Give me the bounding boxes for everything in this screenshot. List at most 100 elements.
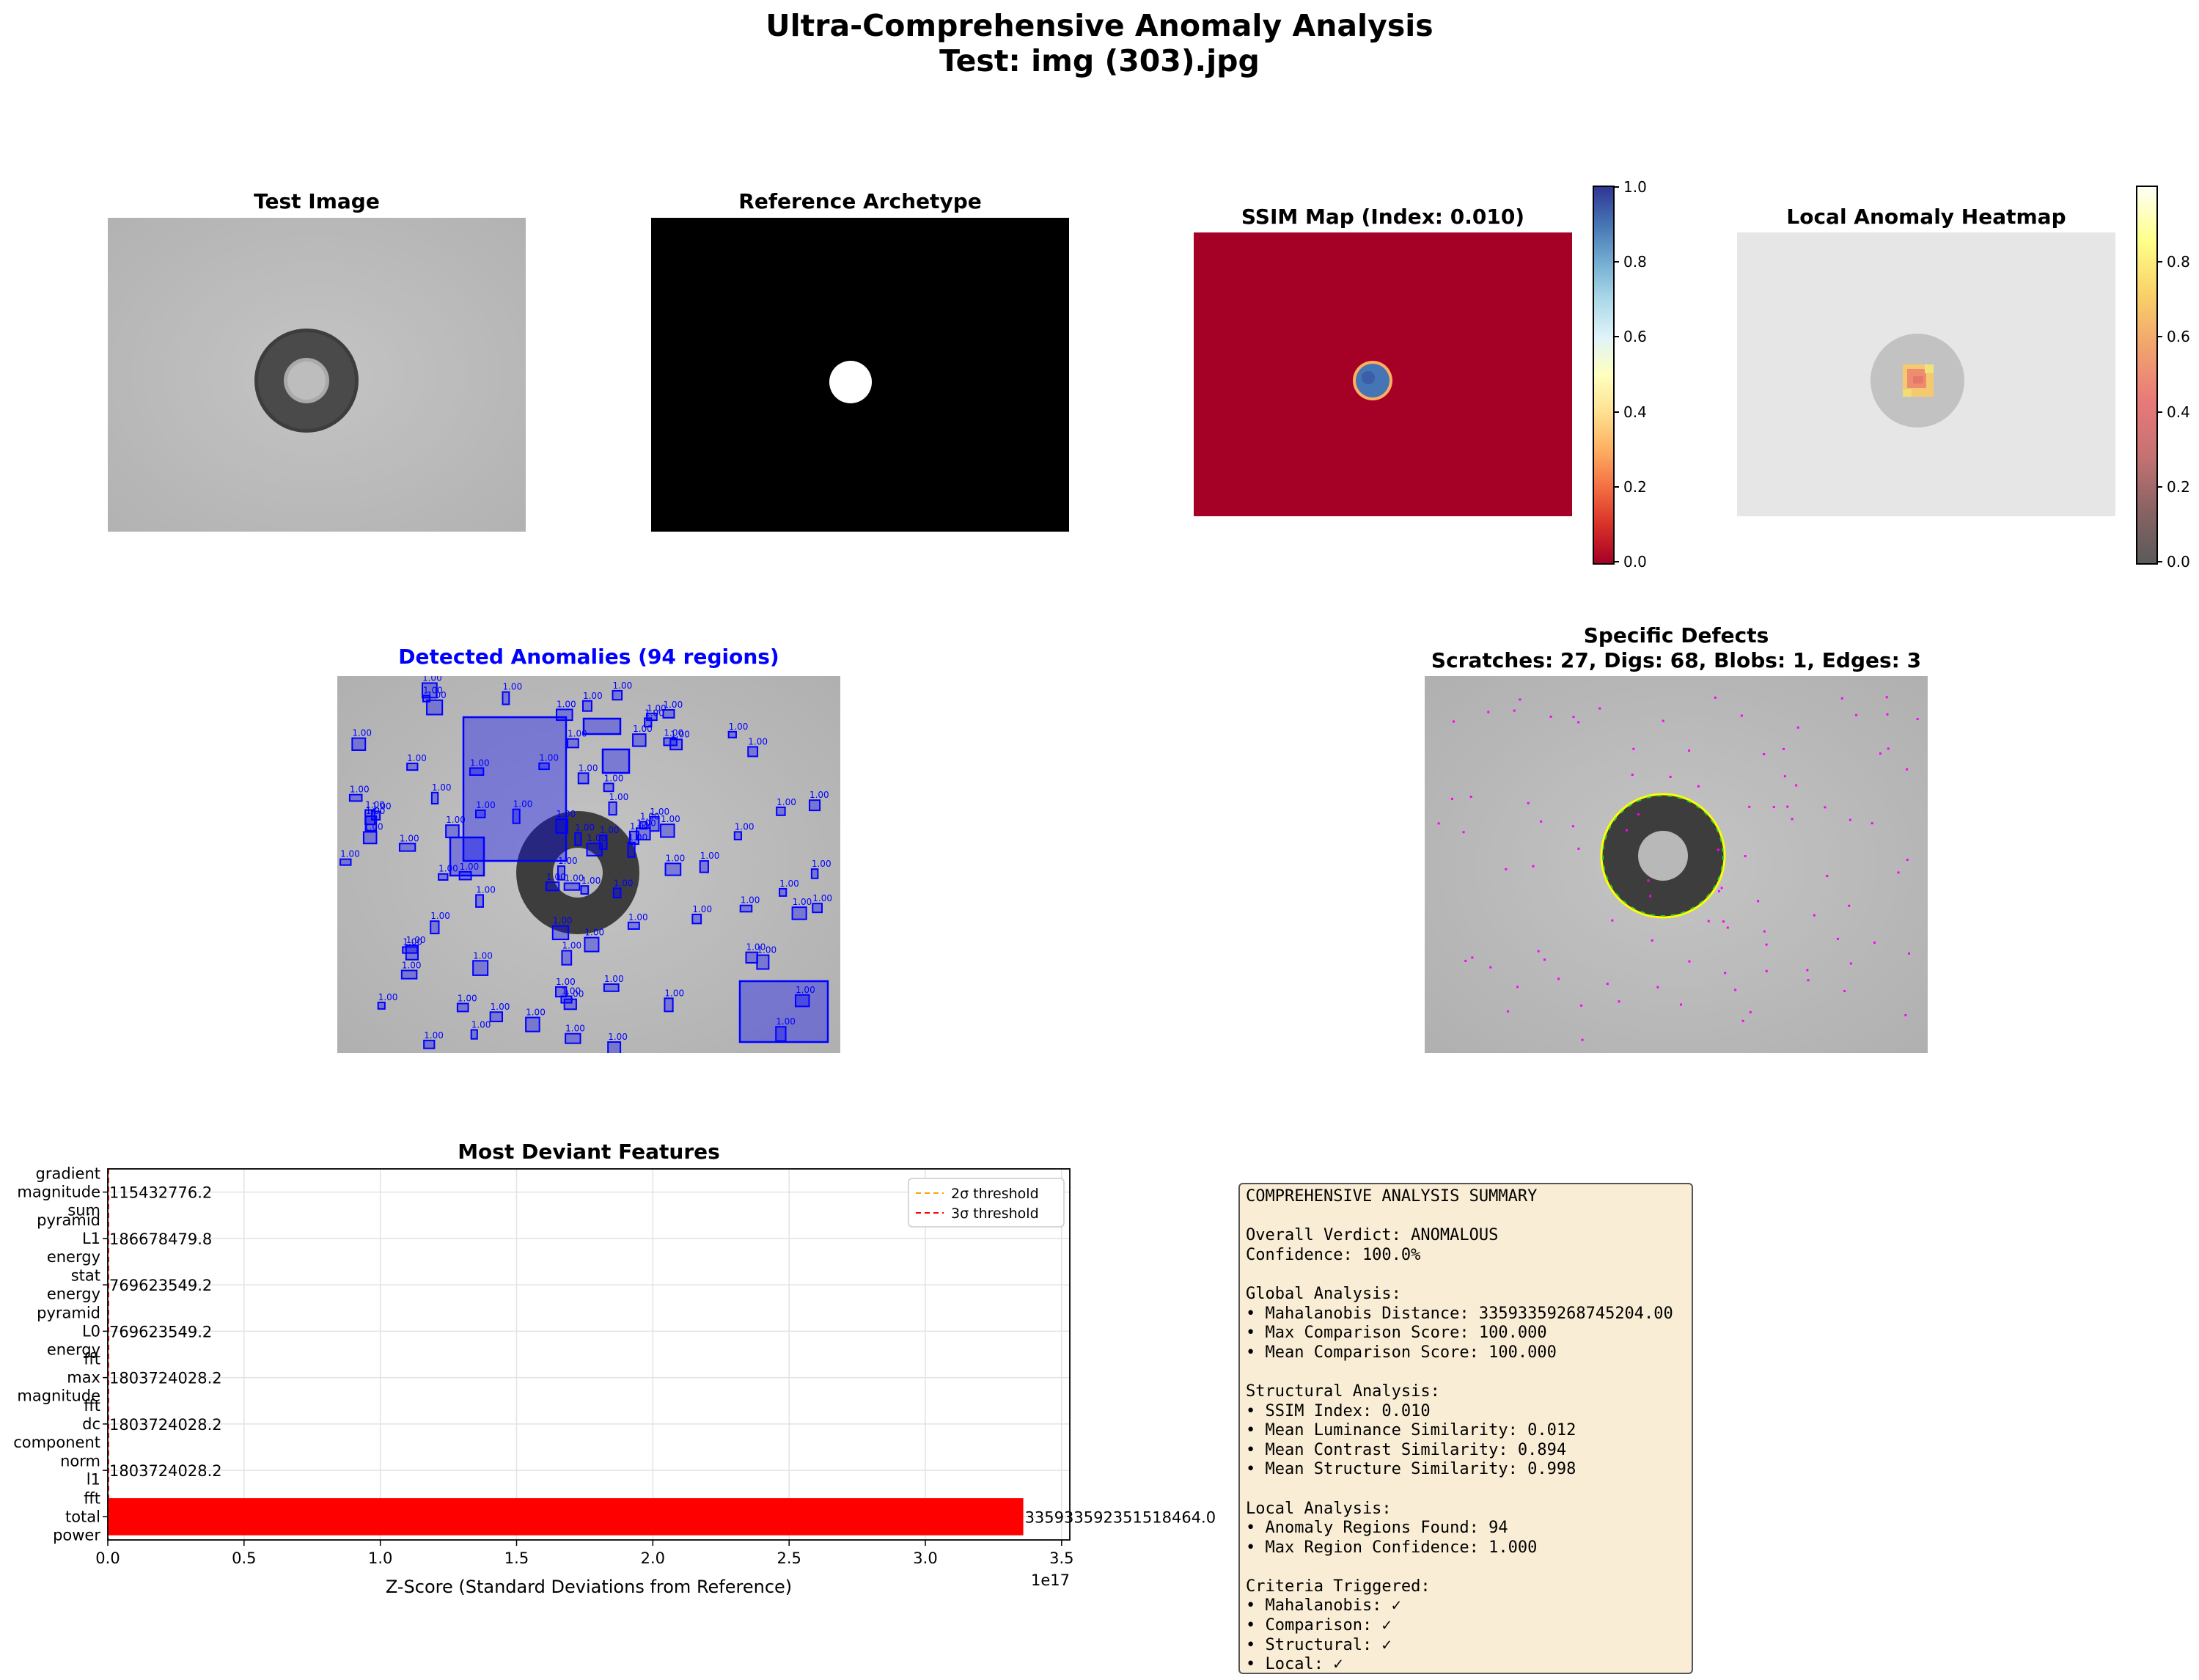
- anomaly-box-label: 1.00: [422, 676, 442, 683]
- defect-marker: [1772, 806, 1775, 809]
- anomaly-box-label: 1.00: [663, 700, 683, 710]
- test-image: [108, 218, 526, 532]
- anomaly-box-label: 1.00: [670, 729, 690, 739]
- anomaly-box-label: 1.00: [402, 960, 422, 970]
- y-tick-label: fft: [84, 1397, 100, 1415]
- anomaly-box-label: 1.00: [613, 681, 633, 691]
- anomaly-box: [639, 821, 648, 830]
- defect-marker: [1647, 879, 1650, 882]
- defect-marker: [1717, 848, 1719, 851]
- anomaly-box-label: 1.00: [513, 799, 533, 810]
- colorbar-tick-label: 0.8: [2167, 253, 2190, 271]
- y-tick-label: energy: [47, 1285, 100, 1303]
- anomaly-box-label: 1.00: [628, 832, 647, 843]
- defect-marker: [1848, 904, 1851, 907]
- defect-marker: [1873, 941, 1876, 944]
- defect-marker: [1744, 855, 1747, 858]
- defect-marker: [1571, 825, 1574, 828]
- anomaly-box: [555, 818, 569, 834]
- anomaly-box-label: 1.00: [558, 856, 578, 866]
- reference-image: [651, 218, 1069, 532]
- y-tick-label: stat: [71, 1267, 100, 1285]
- summary-box: COMPREHENSIVE ANALYSIS SUMMARY Overall Ve…: [1238, 1183, 1693, 1674]
- summary-line: • Mean Luminance Similarity: 0.012: [1246, 1421, 1576, 1440]
- anomaly-box: [660, 824, 675, 838]
- anomaly-box-label: 1.00: [406, 935, 426, 945]
- heatmap-title: Local Anomaly Heatmap: [1786, 205, 2066, 229]
- defect-marker: [1581, 1038, 1584, 1041]
- anomaly-box: [603, 782, 614, 793]
- figure-subtitle: Test: img (303).jpg: [939, 43, 1260, 78]
- ssim-map-image: [1194, 232, 1572, 516]
- colorbar-tick-mark: [1613, 186, 1619, 188]
- anomaly-box-label: 1.00: [608, 1032, 628, 1042]
- defect-marker: [1513, 709, 1516, 712]
- y-tick-label: magnitude: [17, 1387, 100, 1405]
- colorbar-tick-label: 0.6: [1623, 328, 1647, 346]
- anomaly-box: [649, 815, 660, 832]
- anomaly-box-label: 1.00: [446, 815, 466, 825]
- y-tick-label: sum: [67, 1202, 100, 1219]
- anomaly-box-label: 1.00: [748, 736, 768, 747]
- y-tick-label: total: [65, 1508, 100, 1525]
- colorbar-tick-label: 0.2: [2167, 477, 2190, 496]
- summary-line: Local Analysis:: [1246, 1499, 1392, 1518]
- x-tick-label: 2.0: [641, 1549, 665, 1567]
- x-tick-label: 0.5: [232, 1549, 256, 1567]
- defect-marker: [1840, 697, 1843, 700]
- detected-anomalies-image: 1.00 1.00 1.00 1.00 1.00 1.00 1.00 1.00 1.00 1.00…: [337, 676, 840, 1053]
- anomaly-box: [747, 746, 759, 758]
- defect-marker: [1543, 958, 1546, 961]
- anomaly-box-label: 1.00: [565, 873, 584, 883]
- anomaly-box: [812, 903, 823, 914]
- defect-marker: [1720, 887, 1723, 889]
- colorbar-tick-mark: [1613, 561, 1619, 562]
- anomaly-box: [779, 887, 788, 897]
- defect-marker: [1527, 802, 1530, 804]
- y-tick-label: power: [53, 1526, 100, 1544]
- defect-marker: [1906, 859, 1909, 862]
- defect-marker: [1540, 820, 1543, 823]
- y-tick-label: dc: [82, 1415, 100, 1433]
- anomaly-box-label: 1.00: [583, 691, 603, 701]
- anomaly-box-label: 1.00: [372, 801, 392, 811]
- anomaly-box-label: 1.00: [568, 729, 587, 739]
- anomaly-box: [565, 1032, 581, 1044]
- anomaly-box-label: 1.00: [729, 722, 749, 732]
- defect-marker: [1748, 805, 1751, 808]
- anomaly-box-label: 1.00: [430, 911, 450, 921]
- y-tick-label: gradient: [36, 1165, 100, 1183]
- y-tick-label: L1: [82, 1230, 100, 1247]
- anomaly-box-label: 1.00: [352, 728, 372, 738]
- defect-marker: [1537, 950, 1540, 953]
- anomaly-box: [664, 862, 682, 876]
- summary-line: Overall Verdict: ANOMALOUS: [1246, 1226, 1499, 1245]
- anomaly-box-label: 1.00: [647, 703, 667, 714]
- summary-line: • Mean Structure Similarity: 0.998: [1246, 1460, 1576, 1479]
- legend: [908, 1178, 1065, 1228]
- y-tick-label: fft: [84, 1489, 100, 1507]
- anomaly-box-label: 1.00: [664, 988, 684, 998]
- defect-marker: [1734, 988, 1737, 991]
- anomaly-box-label: 1.00: [502, 682, 522, 692]
- bar-value-label: 1803724028.2: [109, 1370, 222, 1387]
- anomaly-box-label: 1.00: [546, 872, 566, 882]
- anomaly-box-label: 1.00: [645, 708, 664, 718]
- test-image-title: Test Image: [254, 189, 380, 213]
- anomaly-box: [601, 748, 631, 774]
- defect-marker: [1505, 867, 1508, 870]
- anomaly-box: [794, 994, 810, 1008]
- x-axis-multiplier: 1e17: [1031, 1571, 1070, 1589]
- bar-value-label: 186678479.8: [109, 1230, 212, 1248]
- anomaly-box-label: 1.00: [614, 878, 634, 888]
- anomaly-box-label: 1.00: [776, 1016, 796, 1027]
- anomaly-box-label: 1.00: [810, 790, 829, 800]
- anomaly-box: [438, 873, 449, 881]
- summary-line: [1246, 1265, 1686, 1285]
- ssim-map-title: SSIM Map (Index: 0.010): [1241, 205, 1525, 229]
- anomaly-box: [470, 1029, 478, 1040]
- anomaly-box-label: 1.00: [553, 916, 573, 926]
- defect-marker: [1618, 1000, 1620, 1003]
- anomaly-box: [612, 887, 622, 898]
- colorbar-tick-mark: [1613, 336, 1619, 338]
